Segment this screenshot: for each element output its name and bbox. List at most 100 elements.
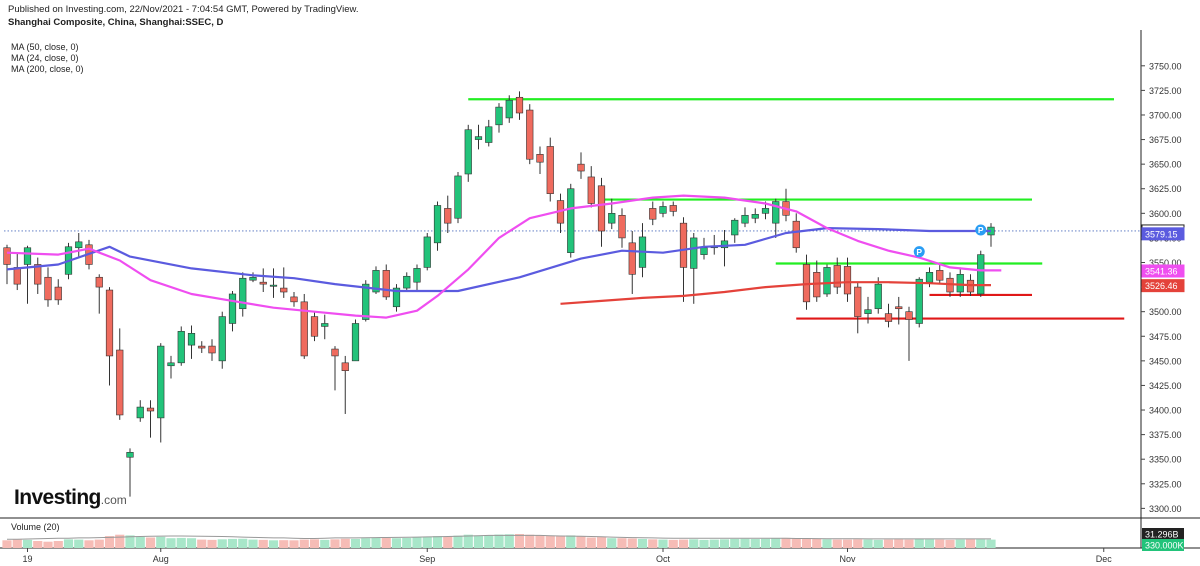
volume-bar <box>330 539 340 548</box>
volume-bar <box>955 539 965 548</box>
ma-line <box>560 281 991 305</box>
price-badge-label: 3579.15 <box>1145 229 1178 239</box>
pivot-marker <box>913 246 925 258</box>
y-tick-label: 3300.00 <box>1149 504 1182 514</box>
volume-badge <box>1142 539 1184 551</box>
candle-body <box>608 213 616 224</box>
volume-bar <box>63 539 74 548</box>
y-tick-label: 3650.00 <box>1149 160 1182 170</box>
volume-bar <box>371 537 381 548</box>
candle-body <box>936 270 944 281</box>
y-tick-label: 3425.00 <box>1149 381 1182 391</box>
legend-ma24[interactable]: MA (24, close, 0) <box>11 53 79 63</box>
y-tick-label: 3725.00 <box>1149 86 1182 96</box>
candle-body <box>854 286 862 317</box>
candle-body <box>515 96 524 114</box>
volume-bar <box>115 534 125 548</box>
volume-bar <box>873 539 883 548</box>
candle-body <box>423 236 431 268</box>
volume-bar <box>320 539 330 548</box>
candle-body <box>690 237 698 269</box>
volume-bar <box>299 539 309 548</box>
price-badge <box>1141 279 1185 293</box>
volume-bar <box>412 537 422 548</box>
y-tick-label: 3375.00 <box>1149 430 1182 440</box>
volume-bar <box>84 540 94 548</box>
volume-bar <box>361 538 371 548</box>
y-tick-label: 3475.00 <box>1149 332 1182 342</box>
candle-body <box>741 214 749 224</box>
volume-bar <box>648 539 658 548</box>
candle-body <box>659 206 667 214</box>
candle-body <box>823 267 831 295</box>
candle-body <box>751 214 759 219</box>
candle-body <box>136 406 144 419</box>
candle-body <box>116 349 124 416</box>
volume-bar <box>94 539 104 548</box>
volume-bar <box>760 538 771 548</box>
volume-bar <box>894 539 904 548</box>
candle-body <box>95 276 103 288</box>
candle-body <box>915 278 923 324</box>
volume-bar <box>53 541 63 548</box>
published-note: Published on Investing.com, 22/Nov/2021 … <box>8 4 359 15</box>
indicator-legend: MA (50, close, 0) MA (24, close, 0) MA (… <box>11 42 84 75</box>
volume-bar <box>463 534 473 548</box>
volume-label: Volume (20) <box>11 522 60 532</box>
volume-bar <box>986 539 996 548</box>
candle-body <box>187 333 196 346</box>
candle-body <box>208 345 216 354</box>
candle-body <box>341 362 349 371</box>
legend-ma50[interactable]: MA (50, close, 0) <box>11 42 79 52</box>
volume-bar <box>2 540 12 548</box>
candle-body <box>526 109 534 160</box>
y-tick-label: 3600.00 <box>1149 209 1182 219</box>
candle-body <box>884 313 893 322</box>
volume-bar <box>309 539 320 548</box>
volume-bar <box>166 538 176 548</box>
price-badge-label: 3526.46 <box>1145 281 1178 291</box>
volume-bar <box>238 538 248 548</box>
volume-bar <box>668 539 678 548</box>
volume-bar <box>750 539 760 548</box>
volume-bar <box>227 538 238 548</box>
volume-bar <box>883 539 894 548</box>
volume-bar <box>771 538 781 548</box>
candle-body <box>321 323 329 327</box>
candle-body <box>362 283 370 320</box>
volume-bar <box>914 538 924 548</box>
candle-body <box>351 323 360 362</box>
y-tick-label: 3450.00 <box>1149 356 1182 366</box>
volume-bar <box>965 539 976 548</box>
chart-symbol-title: Shanghai Composite, China, Shanghai:SSEC… <box>8 16 224 28</box>
candle-body <box>300 301 308 357</box>
candle-body <box>218 316 226 362</box>
ma-line <box>6 227 991 293</box>
volume-bar <box>853 539 863 548</box>
x-tick-label: Nov <box>839 554 856 564</box>
candle-body <box>382 270 390 298</box>
y-tick-label: 3700.00 <box>1149 110 1182 120</box>
candle-body <box>587 176 595 204</box>
volume-bar <box>268 540 279 548</box>
candle-body <box>597 185 606 232</box>
price-badge <box>1141 264 1185 278</box>
candle-body <box>269 284 278 287</box>
candle-body <box>905 311 913 320</box>
candle-body <box>669 205 677 212</box>
volume-bar <box>258 539 268 548</box>
candle-body <box>464 129 472 175</box>
legend-ma200[interactable]: MA (200, close, 0) <box>11 64 84 74</box>
candle-body <box>392 287 401 308</box>
candle-body <box>228 293 237 324</box>
volume-bar <box>43 541 53 548</box>
volume-bar <box>525 534 535 548</box>
volume-bar <box>453 535 463 548</box>
price-badge-label: 3541.36 <box>1145 266 1178 276</box>
volume-bar <box>197 539 207 548</box>
volume-bar <box>402 537 412 548</box>
volume-bar <box>381 537 391 548</box>
volume-ma-line <box>7 534 991 540</box>
candle-body <box>864 309 872 314</box>
